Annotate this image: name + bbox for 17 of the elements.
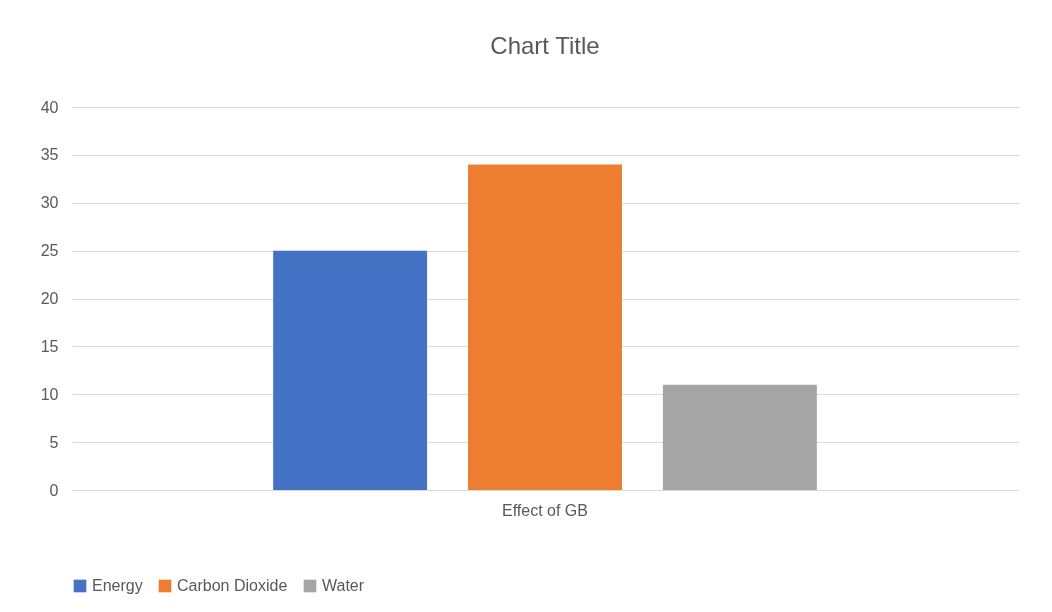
y-tick-label: 30 bbox=[40, 194, 59, 212]
bar bbox=[273, 250, 428, 490]
legend-label: Energy bbox=[92, 577, 143, 594]
y-tick-label: 0 bbox=[49, 481, 59, 499]
x-tick-label: Effect of GB bbox=[502, 501, 588, 519]
y-tick-label: 40 bbox=[40, 98, 59, 116]
chart-title: Chart Title bbox=[490, 32, 600, 59]
y-tick-label: 20 bbox=[40, 290, 59, 307]
y-tick-label: 10 bbox=[40, 385, 59, 403]
y-tick-label: 25 bbox=[40, 242, 59, 260]
legend-label: Carbon Dioxide bbox=[177, 577, 288, 594]
bar bbox=[662, 384, 817, 490]
bar bbox=[468, 164, 622, 490]
y-tick-label: 15 bbox=[40, 337, 59, 355]
y-tick-label: 5 bbox=[49, 433, 59, 451]
y-tick-label: 35 bbox=[40, 146, 59, 164]
legend-label: Water bbox=[322, 577, 365, 594]
